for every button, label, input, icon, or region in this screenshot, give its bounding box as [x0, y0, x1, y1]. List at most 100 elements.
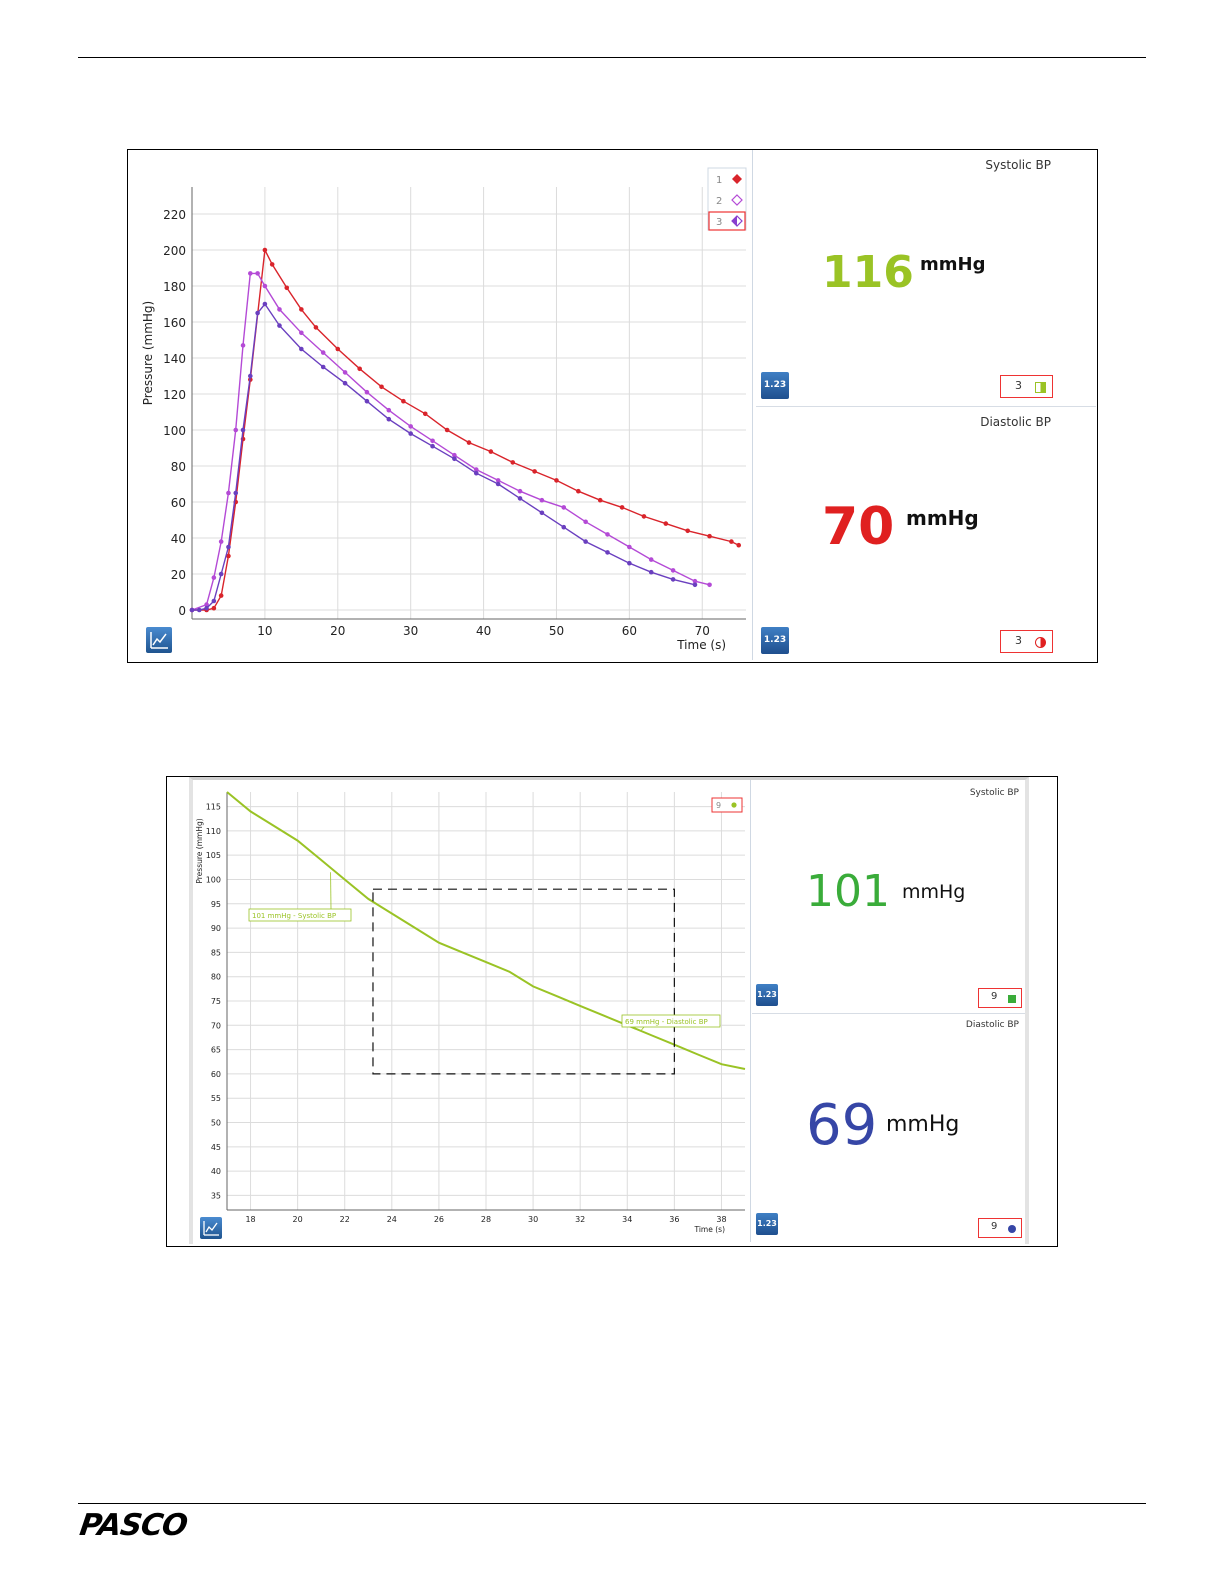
divider	[756, 406, 1096, 407]
data-point	[517, 488, 523, 494]
digits-settings-button[interactable]: 1.23	[756, 984, 778, 1006]
x-tick-label: 36	[669, 1215, 679, 1224]
data-point	[670, 577, 676, 582]
data-point	[342, 380, 348, 386]
data-point	[452, 452, 457, 458]
digits-settings-button[interactable]: 1.23	[761, 627, 789, 654]
x-tick-label: 10	[257, 624, 272, 638]
chart-1[interactable]: 10 20 30 40 50 60 70 0 20 40 60 80 100 120 140 160 180 20…	[128, 150, 750, 660]
y-tick-label: 100	[163, 424, 186, 438]
data-point	[320, 364, 326, 370]
display-title: Diastolic BP	[965, 1020, 1019, 1030]
x-tick-label: 20	[293, 1215, 303, 1224]
y-tick-label: 85	[211, 948, 221, 957]
series-line-9	[226, 791, 746, 1070]
display-title: Systolic BP	[969, 788, 1019, 798]
digits-display-diastolic[interactable]: Diastolic BP 70 mmHg 1.23 3	[756, 407, 1096, 661]
run-selector[interactable]: 3	[1000, 630, 1053, 653]
run-selector[interactable]: 9	[978, 988, 1022, 1008]
graph-tool-icon[interactable]	[146, 627, 172, 653]
y-tick-label: 35	[211, 1191, 221, 1200]
run-selector[interactable]: 9	[978, 1218, 1022, 1238]
x-tick-label: 22	[340, 1215, 350, 1224]
legend-label: 9	[716, 801, 721, 810]
digits-display-systolic[interactable]: Systolic BP 116 mmHg 1.23 3	[756, 150, 1096, 406]
data-point	[444, 427, 450, 433]
pasco-logo: PASCO	[77, 1508, 190, 1543]
legend-box	[711, 797, 743, 813]
y-tick-label: 45	[211, 1143, 221, 1152]
x-tick-label: 24	[387, 1215, 397, 1224]
digits-settings-button[interactable]: 1.23	[761, 372, 789, 399]
x-tick-label: 50	[549, 624, 564, 638]
data-point	[729, 539, 734, 544]
y-tick-label: 75	[211, 997, 221, 1006]
data-point	[430, 438, 435, 444]
data-point	[379, 384, 384, 390]
data-point	[277, 323, 282, 328]
digits-settings-button[interactable]: 1.23	[756, 1213, 778, 1235]
data-point	[627, 560, 632, 566]
data-point	[430, 443, 435, 449]
y-tick-label: 40	[171, 532, 186, 546]
x-tick-label: 26	[434, 1215, 444, 1224]
y-tick-label: 115	[206, 803, 221, 812]
y-tick-label: 160	[163, 316, 186, 330]
data-point	[269, 262, 275, 267]
y-tick-label: 110	[206, 827, 221, 836]
y-tick-label: 60	[211, 1070, 221, 1079]
filled-diamond-icon	[732, 174, 742, 184]
x-tick-label: 20	[330, 624, 345, 638]
data-point	[685, 528, 690, 534]
data-point	[561, 505, 567, 510]
data-point	[255, 271, 260, 276]
data-point	[218, 593, 224, 598]
x-tick-label: 38	[716, 1215, 726, 1224]
run-number: 9	[991, 1221, 998, 1232]
data-point	[692, 578, 698, 584]
data-point	[262, 247, 268, 253]
y-tick-label: 40	[211, 1167, 221, 1176]
legend-label: 3	[716, 217, 722, 228]
data-point	[211, 598, 217, 604]
x-axis-label: Time (s)	[694, 1225, 726, 1234]
data-point	[554, 478, 559, 483]
series-line-3	[192, 302, 696, 611]
data-point	[218, 571, 224, 577]
legend-selected	[708, 211, 746, 231]
data-point	[364, 398, 370, 404]
chart-2[interactable]: 18 20 22 24 26 28 30 32 34 36 38 35 40 45 50 55 60 65 70 75…	[193, 780, 753, 1242]
run-selector[interactable]: 3	[1000, 375, 1053, 398]
digits-display-diastolic[interactable]: Diastolic BP 69 mmHg 1.23 9	[752, 1014, 1025, 1243]
y-tick-label: 95	[211, 900, 221, 909]
y-axis-label: Pressure (mmHg)	[195, 818, 204, 883]
data-point	[320, 350, 326, 355]
x-tick-label: 30	[528, 1215, 538, 1224]
diastolic-value: 70	[822, 497, 895, 557]
half-circle-icon	[1035, 637, 1046, 648]
divider	[750, 780, 751, 1242]
divider	[752, 150, 753, 660]
data-point	[539, 510, 545, 516]
data-point	[488, 449, 494, 454]
screenshot-1: 10 20 30 40 50 60 70 0 20 40 60 80 100 120 140 160 180 20…	[127, 149, 1098, 663]
data-point	[226, 490, 231, 496]
data-point	[707, 533, 712, 539]
x-tick-label: 30	[403, 624, 418, 638]
data-point	[539, 497, 545, 503]
graph-tool-icon[interactable]	[200, 1217, 222, 1239]
data-point	[357, 366, 362, 372]
half-diamond-fill	[732, 216, 737, 226]
data-point	[641, 514, 647, 519]
half-square-icon	[1035, 382, 1046, 393]
data-point	[204, 602, 209, 607]
data-point	[597, 497, 603, 503]
data-point	[663, 521, 669, 526]
data-point	[240, 343, 246, 348]
y-tick-label: 80	[171, 460, 186, 474]
data-point	[248, 373, 253, 379]
digits-display-systolic[interactable]: Systolic BP 101 mmHg 1.23 9	[752, 780, 1025, 1013]
x-tick-label: 32	[575, 1215, 585, 1224]
y-tick-label: 80	[211, 973, 221, 982]
data-point	[364, 389, 370, 395]
